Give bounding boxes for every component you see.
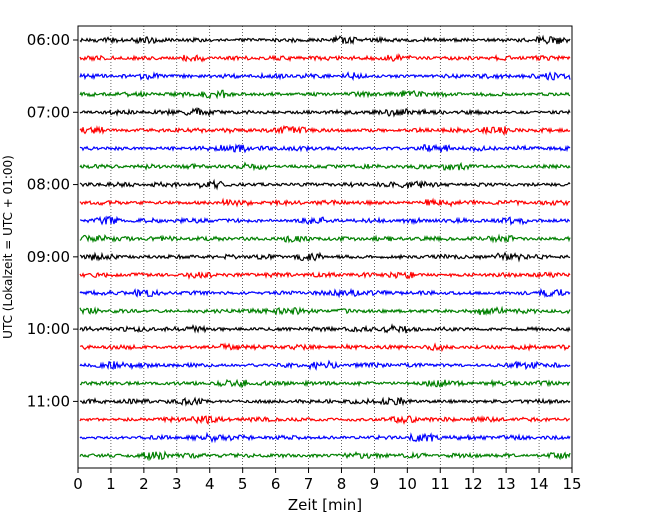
- x-tick-label: 12: [464, 475, 483, 493]
- y-tick-label: 06:00: [27, 31, 70, 49]
- trace-line: [79, 305, 571, 316]
- trace-line: [79, 178, 571, 191]
- trace-line: [79, 342, 571, 353]
- trace-line: [79, 124, 571, 137]
- trace-line: [79, 359, 571, 371]
- x-tick-label: 1: [106, 475, 116, 493]
- y-axis-ticks: 06:00 07:00 08:00 09:00 10:00 11:00: [27, 31, 78, 410]
- trace-line: [79, 287, 571, 299]
- x-tick-label: 14: [530, 475, 549, 493]
- x-tick-label: 5: [238, 475, 248, 493]
- trace-line: [79, 251, 571, 263]
- x-tick-label: 9: [370, 475, 380, 493]
- trace-line: [79, 233, 571, 244]
- trace-line: [79, 143, 571, 154]
- x-tick-label: 2: [139, 475, 149, 493]
- x-tick-label: 4: [205, 475, 215, 493]
- trace-line: [79, 161, 571, 172]
- trace-line: [79, 197, 571, 208]
- trace-line: [79, 378, 571, 389]
- trace-line: [79, 89, 571, 100]
- x-axis-ticks: 0 1 2 3 4 5 6 7 8 9 10 11 12 13 14 15: [73, 468, 582, 493]
- y-axis-label: UTC (Lokalzeit = UTC + 01:00): [1, 155, 15, 339]
- plot-frame: [77, 25, 573, 469]
- y-tick-label: 09:00: [27, 248, 70, 266]
- x-axis-label: Zeit [min]: [288, 496, 362, 514]
- x-tick-label: 15: [562, 475, 581, 493]
- y-tick-label: 10:00: [27, 320, 70, 338]
- x-tick-label: 13: [497, 475, 516, 493]
- trace-line: [79, 415, 571, 426]
- x-tick-label: 7: [304, 475, 314, 493]
- seismic-traces: [79, 34, 571, 462]
- trace-line: [79, 34, 571, 45]
- trace-line: [79, 450, 571, 462]
- x-tick-label: 8: [337, 475, 347, 493]
- x-tick-label: 6: [271, 475, 281, 493]
- trace-line: [79, 323, 571, 334]
- trace-line: [79, 53, 571, 63]
- x-tick-label: 3: [172, 475, 182, 493]
- x-tick-label: 11: [431, 475, 450, 493]
- trace-line: [79, 431, 571, 444]
- trace-line: [79, 71, 571, 82]
- y-tick-label: 11:00: [27, 392, 70, 410]
- trace-line: [79, 270, 571, 280]
- trace-line: [79, 396, 571, 407]
- x-tick-label: 0: [73, 475, 83, 493]
- trace-line: [79, 215, 571, 226]
- x-tick-label: 10: [398, 475, 417, 493]
- y-tick-label: 07:00: [27, 103, 70, 121]
- y-tick-label: 08:00: [27, 176, 70, 194]
- trace-line: [79, 107, 571, 118]
